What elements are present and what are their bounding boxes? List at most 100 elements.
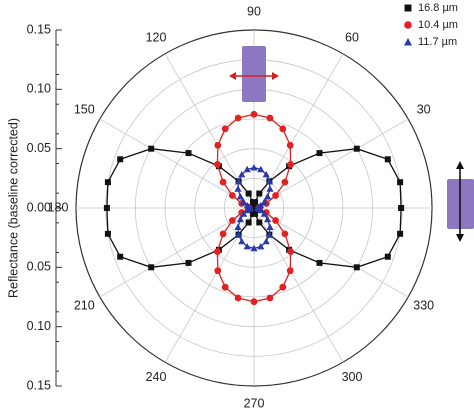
data-point xyxy=(256,219,263,226)
data-point xyxy=(148,264,155,271)
data-point xyxy=(214,141,222,149)
data-point xyxy=(264,215,272,223)
data-point xyxy=(316,150,323,157)
data-point xyxy=(240,198,248,205)
data-point xyxy=(185,150,192,157)
radial-tick-label: 0.00 xyxy=(27,200,51,214)
data-point xyxy=(148,145,155,152)
data-point xyxy=(243,243,251,250)
data-point xyxy=(243,206,251,214)
inset-arrowhead xyxy=(456,234,464,242)
data-point xyxy=(229,217,236,224)
data-point xyxy=(397,230,404,237)
data-point xyxy=(245,219,252,226)
data-point xyxy=(256,190,263,197)
data-point xyxy=(221,283,229,291)
data-point xyxy=(265,231,273,238)
data-point xyxy=(281,230,289,238)
data-point xyxy=(234,185,242,192)
data-point xyxy=(353,264,360,271)
data-point xyxy=(219,178,227,186)
data-point xyxy=(214,248,221,256)
angle-tick-label-270: 270 xyxy=(244,396,265,410)
angle-tick-label-300: 300 xyxy=(342,370,363,384)
grid-spoke xyxy=(164,207,255,363)
data-point xyxy=(117,253,124,260)
angle-tick-label-150: 150 xyxy=(74,102,95,116)
radial-tick-label: 0.15 xyxy=(27,378,51,392)
grid-spoke xyxy=(253,207,409,298)
data-point xyxy=(185,259,192,266)
angle-tick-label-30: 30 xyxy=(417,102,431,116)
grid-spoke xyxy=(253,118,409,209)
data-point xyxy=(384,253,391,260)
legend-item: 11.7 µm xyxy=(404,36,457,48)
data-point xyxy=(266,114,274,122)
data-point xyxy=(266,185,274,192)
grid-spoke xyxy=(253,207,344,363)
data-point xyxy=(257,165,265,173)
grid-spoke xyxy=(99,118,255,209)
data-point xyxy=(265,177,273,185)
data-point xyxy=(264,193,272,200)
horizontal-polarization-inset xyxy=(229,46,279,102)
legend-item: 16.8 µm xyxy=(404,2,458,14)
data-point xyxy=(238,170,246,178)
inset-arrowhead xyxy=(272,72,279,80)
data-point xyxy=(235,231,243,238)
legend-marker xyxy=(404,4,412,12)
data-point xyxy=(397,179,404,186)
radial-tick-label: 0.10 xyxy=(27,82,51,96)
legend-marker xyxy=(404,38,412,46)
data-point xyxy=(234,114,242,122)
data-point xyxy=(243,165,251,173)
data-point xyxy=(235,177,243,185)
legend-label: 10.4 µm xyxy=(418,19,458,31)
data-point xyxy=(104,179,111,186)
radial-tick-label: 0.15 xyxy=(27,22,51,36)
data-point xyxy=(104,230,111,237)
data-point xyxy=(398,205,405,211)
data-point xyxy=(255,205,263,212)
grid-spoke xyxy=(253,53,344,209)
y-axis-label: Reflectance (baseline corrected) xyxy=(6,118,20,298)
data-point xyxy=(287,161,294,168)
data-point xyxy=(250,244,258,252)
data-point xyxy=(272,217,279,224)
data-point xyxy=(238,237,246,245)
data-point xyxy=(234,294,242,302)
data-point xyxy=(214,267,222,275)
data-point xyxy=(384,156,391,163)
data-point xyxy=(257,243,265,250)
legend-marker xyxy=(404,21,412,29)
data-point xyxy=(281,178,289,186)
data-point xyxy=(250,199,256,206)
legend: 16.8 µm 10.4 µm 11.7 µm xyxy=(404,2,458,48)
data-point xyxy=(353,145,360,152)
legend-label: 11.7 µm xyxy=(418,36,457,48)
angle-tick-label-180: 180 xyxy=(48,200,69,214)
radial-tick-label: 0.10 xyxy=(27,319,51,333)
data-point xyxy=(252,210,258,217)
data-point xyxy=(221,125,229,133)
legend-item: 10.4 µm xyxy=(404,19,458,31)
data-point xyxy=(250,298,258,306)
data-point xyxy=(251,207,257,214)
data-point xyxy=(251,202,257,209)
series-3 xyxy=(234,164,274,252)
data-point xyxy=(260,198,268,205)
radial-tick-label: 0.05 xyxy=(27,141,51,155)
data-point xyxy=(279,283,287,291)
inset-arrowhead xyxy=(229,72,236,80)
data-point xyxy=(234,223,242,230)
radial-axis: 0.15 0.10 0.05 0.00 0.05 0.10 0.15 xyxy=(27,22,62,392)
data-point xyxy=(240,210,248,217)
data-point xyxy=(286,141,294,149)
data-point xyxy=(316,259,323,266)
angle-tick-label-90: 90 xyxy=(247,4,261,18)
angle-tick-label-210: 210 xyxy=(74,298,95,312)
grid-spoke xyxy=(164,53,255,209)
data-point xyxy=(236,215,244,223)
data-series xyxy=(103,110,405,306)
data-point xyxy=(287,248,294,256)
